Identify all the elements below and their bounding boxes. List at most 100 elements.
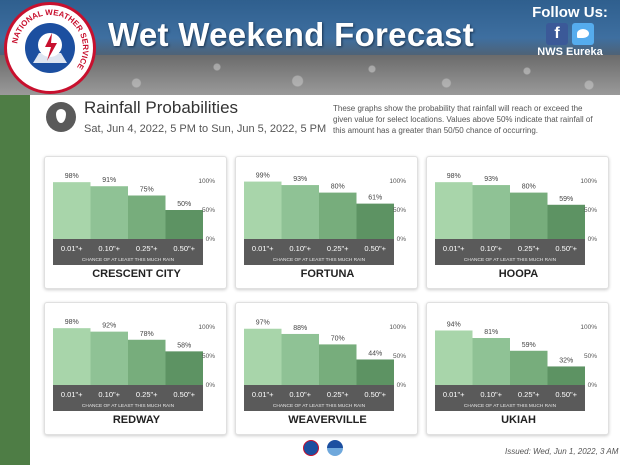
chart-panel: 99% 93% 80% 61% 0.01"+ 0.10"+ 0.25"+ 0.50"+ CHAN… bbox=[235, 156, 418, 289]
x-tick-label: 0.50"+ bbox=[555, 390, 577, 399]
y-tick-label: 50% bbox=[202, 207, 215, 214]
data-label: 98% bbox=[447, 173, 461, 180]
x-tick-label: 0.01"+ bbox=[252, 390, 274, 399]
y-tick-label: 0% bbox=[588, 382, 598, 389]
bar bbox=[472, 185, 510, 239]
bar bbox=[90, 186, 128, 239]
data-label: 70% bbox=[331, 335, 345, 342]
city-name: REDWAY bbox=[112, 414, 161, 426]
x-tick-label: 0.50"+ bbox=[364, 244, 386, 253]
bar bbox=[472, 338, 510, 385]
x-axis-label: CHANCE OF AT LEAST THIS MUCH RAIN bbox=[464, 257, 557, 263]
data-label: 97% bbox=[256, 320, 270, 327]
y-tick-label: 50% bbox=[202, 353, 215, 360]
city-name: WEAVERVILLE bbox=[288, 414, 367, 426]
axis-band bbox=[53, 385, 203, 411]
axis-band bbox=[53, 239, 203, 265]
x-tick-label: 0.25"+ bbox=[518, 244, 540, 253]
city-name: CRESCENT CITY bbox=[92, 268, 181, 280]
y-tick-label: 100% bbox=[198, 178, 215, 185]
twitter-icon[interactable] bbox=[572, 23, 594, 45]
x-tick-label: 0.25"+ bbox=[518, 390, 540, 399]
bar bbox=[281, 185, 319, 239]
bar bbox=[510, 192, 548, 239]
bar bbox=[128, 339, 166, 385]
x-tick-label: 0.50"+ bbox=[555, 244, 577, 253]
data-label: 94% bbox=[447, 321, 461, 328]
data-label: 75% bbox=[140, 187, 154, 194]
y-tick-label: 0% bbox=[206, 382, 216, 389]
y-tick-label: 100% bbox=[198, 324, 215, 331]
x-tick-label: 0.25"+ bbox=[327, 390, 349, 399]
axis-band bbox=[435, 239, 585, 265]
bar-chart: 98% 93% 80% 59% 0.01"+ 0.10"+ 0.25"+ 0.50"+ CHAN… bbox=[435, 173, 598, 265]
bar bbox=[435, 182, 473, 239]
x-axis-label: CHANCE OF AT LEAST THIS MUCH RAIN bbox=[273, 257, 366, 263]
x-tick-label: 0.50"+ bbox=[173, 244, 195, 253]
bar-chart: 97% 88% 70% 44% 0.01"+ 0.10"+ 0.25"+ 0.50"+ CHAN… bbox=[244, 320, 406, 411]
bar-chart: 99% 93% 80% 61% 0.01"+ 0.10"+ 0.25"+ 0.50"+ CHAN… bbox=[244, 173, 407, 265]
bar bbox=[319, 344, 357, 385]
data-label: 92% bbox=[102, 323, 116, 330]
data-label: 98% bbox=[65, 319, 79, 326]
y-tick-label: 50% bbox=[584, 353, 597, 360]
data-label: 88% bbox=[293, 325, 307, 332]
y-tick-label: 50% bbox=[393, 207, 406, 214]
y-tick-label: 0% bbox=[206, 236, 216, 243]
data-label: 78% bbox=[140, 331, 154, 338]
y-tick-label: 100% bbox=[389, 324, 406, 331]
nws-logo-icon bbox=[303, 440, 319, 456]
chart-panel: 98% 91% 75% 50% 0.01"+ 0.10"+ 0.25"+ 0.50"+ CHAN… bbox=[44, 156, 227, 289]
left-accent-strip bbox=[0, 95, 30, 465]
y-tick-label: 0% bbox=[397, 236, 407, 243]
x-axis-label: CHANCE OF AT LEAST THIS MUCH RAIN bbox=[82, 257, 175, 263]
footer-logos bbox=[303, 440, 343, 456]
raindrop-icon bbox=[46, 102, 76, 132]
y-tick-label: 100% bbox=[580, 324, 597, 331]
bar bbox=[165, 210, 203, 239]
city-name: UKIAH bbox=[501, 414, 536, 426]
x-axis-label: CHANCE OF AT LEAST THIS MUCH RAIN bbox=[464, 403, 557, 409]
bar bbox=[53, 182, 91, 239]
data-label: 93% bbox=[293, 176, 307, 183]
logo-emblem bbox=[25, 23, 75, 73]
follow-label: Follow Us: bbox=[532, 4, 608, 21]
city-name: HOOPA bbox=[498, 268, 539, 280]
x-tick-label: 0.01"+ bbox=[252, 244, 274, 253]
x-axis-label: CHANCE OF AT LEAST THIS MUCH RAIN bbox=[273, 403, 366, 409]
x-tick-label: 0.01"+ bbox=[443, 244, 465, 253]
x-axis-label: CHANCE OF AT LEAST THIS MUCH RAIN bbox=[82, 403, 175, 409]
y-tick-label: 100% bbox=[389, 178, 406, 185]
description-text: These graphs show the probability that r… bbox=[333, 104, 593, 135]
data-label: 61% bbox=[368, 195, 382, 202]
data-label: 59% bbox=[522, 342, 536, 349]
data-label: 50% bbox=[177, 201, 191, 208]
data-label: 59% bbox=[559, 196, 573, 203]
page-title: Wet Weekend Forecast bbox=[108, 16, 475, 53]
bar bbox=[244, 181, 282, 239]
y-tick-label: 0% bbox=[588, 236, 598, 243]
data-label: 32% bbox=[559, 357, 573, 364]
bar-chart: 98% 92% 78% 58% 0.01"+ 0.10"+ 0.25"+ 0.50"+ CHAN… bbox=[53, 319, 216, 411]
chart-panel: 98% 93% 80% 59% 0.01"+ 0.10"+ 0.25"+ 0.50"+ CHAN… bbox=[426, 156, 609, 289]
data-label: 98% bbox=[65, 173, 79, 180]
x-tick-label: 0.25"+ bbox=[136, 244, 158, 253]
y-tick-label: 50% bbox=[584, 207, 597, 214]
facebook-icon[interactable]: f bbox=[546, 23, 568, 45]
x-tick-label: 0.10"+ bbox=[480, 244, 502, 253]
bar bbox=[165, 351, 203, 385]
bar bbox=[90, 331, 128, 385]
bar bbox=[356, 359, 394, 385]
bar bbox=[356, 203, 394, 239]
bar bbox=[244, 328, 282, 385]
bar bbox=[547, 204, 585, 239]
y-tick-label: 50% bbox=[393, 353, 406, 360]
bar bbox=[281, 333, 319, 385]
x-tick-label: 0.01"+ bbox=[61, 244, 83, 253]
chart-panel: 97% 88% 70% 44% 0.01"+ 0.10"+ 0.25"+ 0.50"+ CHAN… bbox=[235, 302, 418, 435]
data-label: 80% bbox=[522, 184, 536, 191]
axis-band bbox=[244, 385, 394, 411]
x-tick-label: 0.25"+ bbox=[327, 244, 349, 253]
bar bbox=[128, 195, 166, 239]
social-links: f bbox=[522, 23, 618, 45]
